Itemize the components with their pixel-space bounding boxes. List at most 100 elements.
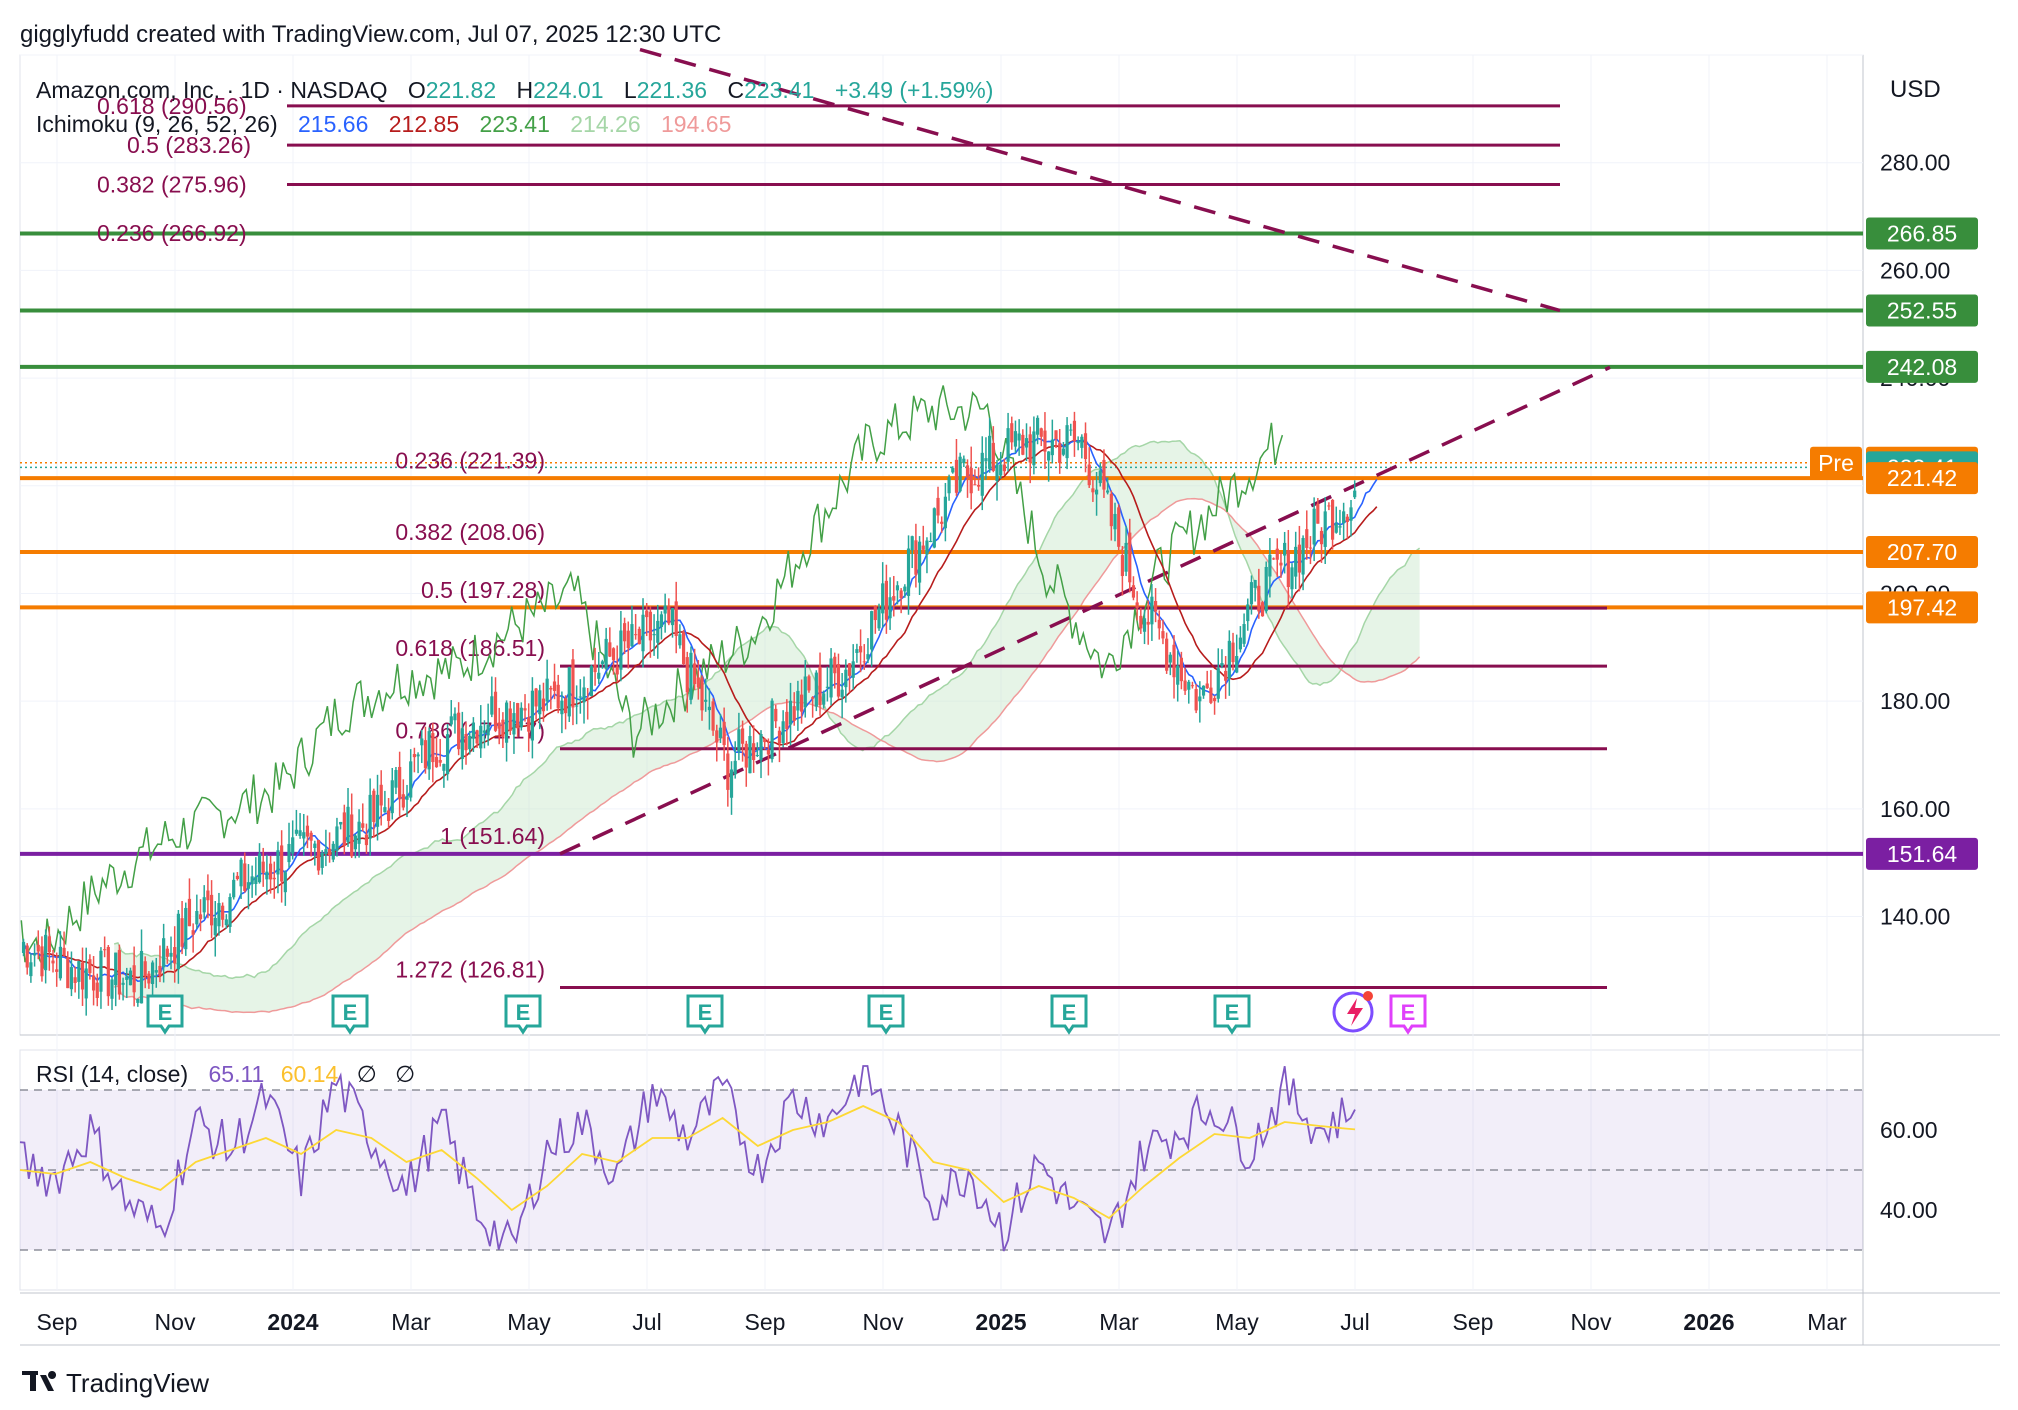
candle-body bbox=[1006, 428, 1010, 462]
candle-body bbox=[368, 794, 372, 839]
earnings-marker[interactable]: E bbox=[1213, 994, 1251, 1035]
fib-lower-label: 0.236 (221.39) bbox=[395, 447, 545, 473]
candle-body bbox=[652, 633, 656, 636]
pre-tag-label: Pre bbox=[1818, 450, 1854, 476]
candle-body bbox=[556, 684, 560, 709]
candle-body bbox=[1139, 615, 1143, 629]
price-tag bbox=[1866, 350, 1978, 383]
candle-body bbox=[147, 973, 151, 984]
currency-label[interactable]: USD bbox=[1890, 76, 1941, 103]
candle-body bbox=[468, 735, 472, 750]
candle-body bbox=[1209, 687, 1213, 703]
fibonacci-levels: 0.618 (290.56) 0.5 (283.26) 0.382 (275.96)… bbox=[97, 93, 1607, 990]
candle-body bbox=[593, 664, 597, 673]
candle-body bbox=[792, 706, 796, 721]
candle-body bbox=[1231, 642, 1235, 663]
time-tick-label: Sep bbox=[745, 1309, 786, 1335]
candle-body bbox=[504, 702, 509, 743]
candle-body bbox=[1091, 488, 1095, 493]
candle-body bbox=[523, 708, 527, 711]
candle-body bbox=[427, 731, 431, 770]
candle-body bbox=[1120, 555, 1124, 577]
candle-body bbox=[1098, 470, 1102, 484]
rsi-pane bbox=[19, 1065, 1863, 1252]
candle-body bbox=[796, 690, 800, 711]
candle-body bbox=[169, 952, 173, 957]
ichimoku-label: Ichimoku (9, 26, 52, 26) bbox=[36, 111, 278, 137]
price-tag-label: 252.55 bbox=[1887, 298, 1957, 324]
candle-body bbox=[645, 610, 649, 618]
candle-body bbox=[379, 784, 383, 806]
price-tag bbox=[1866, 536, 1978, 568]
candle-body bbox=[1198, 696, 1202, 702]
candle-body bbox=[1342, 511, 1346, 524]
candle-body bbox=[357, 821, 361, 844]
time-tick-label: May bbox=[1215, 1309, 1259, 1335]
candle-body bbox=[276, 850, 280, 875]
earnings-marker[interactable]: E bbox=[146, 994, 184, 1035]
candle-body bbox=[822, 693, 826, 705]
tradingview-logo[interactable]: TradingView bbox=[22, 1368, 209, 1398]
candle-body bbox=[1216, 668, 1220, 699]
candle-body bbox=[995, 464, 999, 481]
candle-body bbox=[962, 458, 966, 464]
candle-body bbox=[693, 663, 697, 685]
candle-body bbox=[663, 605, 667, 614]
candle-body bbox=[313, 843, 317, 848]
candle-body bbox=[32, 953, 37, 956]
price-tag bbox=[1866, 294, 1978, 327]
time-tick-label: Mar bbox=[1807, 1309, 1847, 1335]
candle-body bbox=[1131, 585, 1136, 598]
candle-body bbox=[1268, 554, 1272, 577]
earnings-marker[interactable]: E bbox=[686, 994, 724, 1035]
candle-body bbox=[844, 669, 848, 688]
ichimoku-span-b: 194.65 bbox=[661, 111, 731, 137]
candle-body bbox=[51, 960, 55, 964]
fib-upper-label: 0.236 (266.92) bbox=[97, 220, 247, 246]
candle-body bbox=[681, 632, 686, 664]
price-tag bbox=[1866, 591, 1978, 624]
earnings-marker[interactable]: E bbox=[867, 994, 905, 1035]
candle-body bbox=[331, 843, 335, 860]
candle-body bbox=[206, 890, 210, 901]
candle-body bbox=[940, 521, 944, 524]
candle-body bbox=[1172, 644, 1176, 678]
candle-body bbox=[21, 941, 26, 953]
candle-body bbox=[91, 975, 96, 991]
fib-upper-label: 0.618 (290.56) bbox=[97, 93, 247, 119]
high-label: H bbox=[517, 77, 534, 103]
candle-body bbox=[375, 794, 380, 827]
candle-body bbox=[254, 876, 258, 884]
candle-body bbox=[619, 630, 623, 670]
candle-body bbox=[261, 861, 265, 873]
candle-body bbox=[246, 882, 251, 889]
candle-body bbox=[224, 919, 228, 926]
candle-body bbox=[1264, 566, 1268, 612]
fib-upper-label: 0.5 (283.26) bbox=[127, 132, 251, 158]
time-tick-label: May bbox=[507, 1309, 551, 1335]
candle-body bbox=[807, 676, 811, 691]
earnings-marker[interactable]: E bbox=[331, 994, 369, 1035]
candle-body bbox=[597, 672, 601, 679]
price-tag bbox=[1866, 837, 1978, 870]
earnings-marker[interactable]: E bbox=[1050, 994, 1088, 1035]
candle-body bbox=[892, 596, 896, 601]
candle-body bbox=[482, 730, 487, 733]
candle-body bbox=[648, 611, 652, 641]
earnings-marker[interactable]: E bbox=[504, 994, 542, 1035]
candle-body bbox=[1235, 656, 1239, 673]
time-tick-label: Nov bbox=[863, 1309, 904, 1335]
candle-body bbox=[641, 614, 645, 652]
candle-body bbox=[958, 456, 962, 492]
candle-body bbox=[519, 707, 523, 728]
candle-body bbox=[674, 601, 678, 636]
candle-body bbox=[615, 666, 619, 675]
candle-body bbox=[464, 733, 468, 751]
earnings-marker[interactable]: E bbox=[1389, 994, 1427, 1035]
rsi-value: 65.11 bbox=[209, 1061, 265, 1087]
candle-body bbox=[512, 713, 516, 735]
ichimoku-cloud bbox=[113, 440, 1421, 1014]
ichimoku-span-a: 214.26 bbox=[570, 111, 640, 137]
